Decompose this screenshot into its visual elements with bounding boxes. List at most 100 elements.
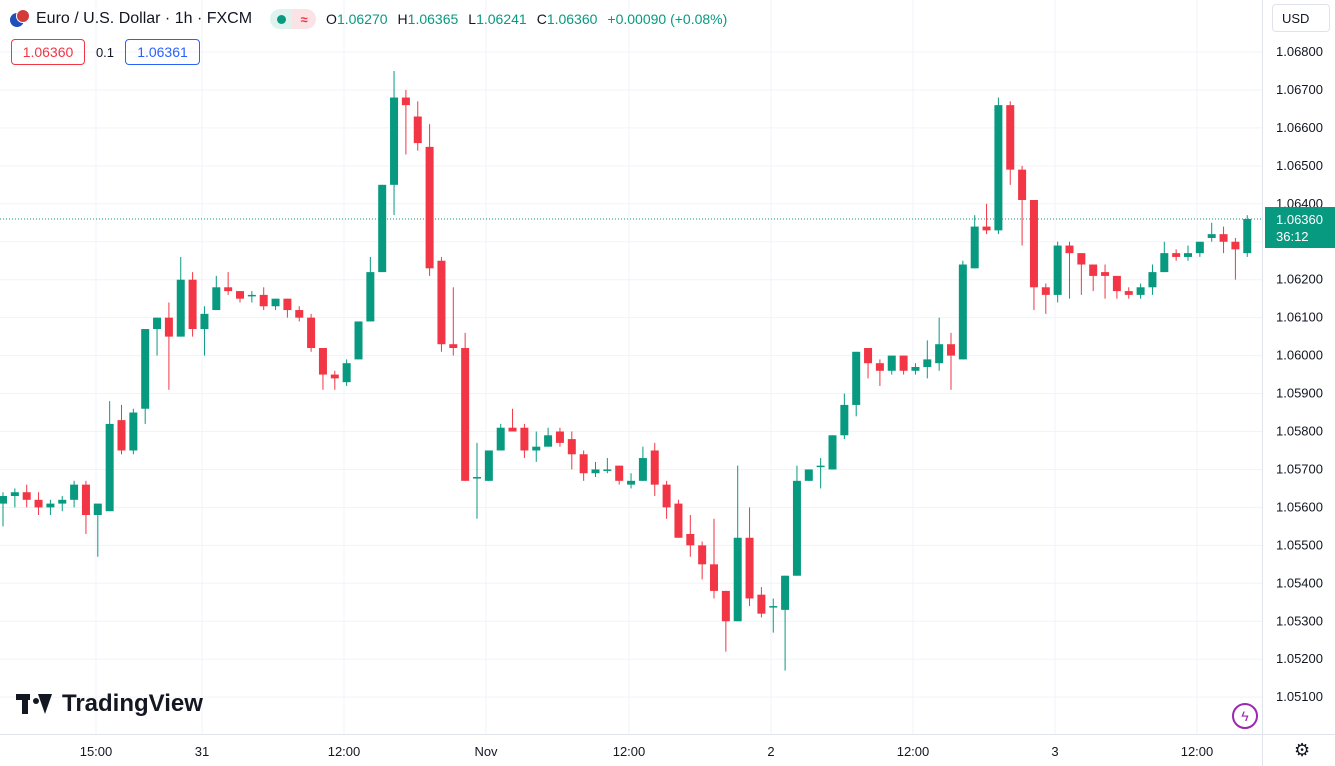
candle-body: [911, 366, 920, 371]
candle-body: [378, 184, 387, 273]
candles: [0, 70, 1252, 671]
candle-up: [247, 291, 256, 303]
candle-body: [970, 226, 979, 269]
x-tick-label: 12:00: [897, 744, 930, 759]
y-tick-label: 1.06500: [1276, 158, 1323, 173]
candle-up: [1148, 264, 1157, 295]
market-status-pill[interactable]: ≈: [270, 9, 317, 29]
flag-icon: [10, 9, 30, 29]
candle-down: [295, 306, 304, 322]
candle-down: [1124, 287, 1133, 299]
candle-body: [1195, 241, 1204, 254]
symbol-title[interactable]: Euro / U.S. Dollar · 1h · FXCM: [36, 10, 253, 27]
candle-up: [781, 575, 790, 671]
candle-up: [532, 431, 541, 462]
candle-up: [638, 446, 647, 481]
sell-button[interactable]: 1.06360: [11, 39, 85, 65]
spread-value: 0.1: [95, 44, 115, 60]
candle-body: [781, 575, 790, 610]
candle-body: [295, 310, 304, 318]
candle-body: [1112, 275, 1121, 292]
candle-up: [342, 359, 351, 386]
candle-up: [816, 458, 825, 489]
candle-body: [1184, 253, 1192, 257]
candle-down: [698, 541, 707, 580]
price-axis[interactable]: 1.068001.067001.066001.065001.064001.063…: [1262, 0, 1324, 766]
settings-icon[interactable]: ⚙: [1294, 740, 1311, 760]
candle-down: [508, 408, 517, 432]
candle-down: [982, 203, 991, 235]
y-tick-label: 1.05500: [1276, 537, 1323, 552]
y-tick-label: 1.05700: [1276, 461, 1323, 476]
ohlc-open-label: O: [326, 11, 337, 27]
candle-body: [828, 435, 837, 470]
x-tick-label: 3: [1051, 744, 1058, 759]
candle-down: [461, 332, 470, 481]
candle-up: [935, 317, 944, 371]
candle-up: [804, 469, 813, 481]
buy-button[interactable]: 1.06361: [125, 39, 200, 65]
candle-down: [579, 450, 588, 481]
chart-grid: [0, 0, 1262, 734]
candle-body: [816, 465, 825, 468]
candle-body: [34, 499, 43, 508]
bar-countdown: 36:12: [1276, 229, 1309, 244]
y-tick-label: 1.06200: [1276, 272, 1323, 287]
currency-button[interactable]: USD: [1272, 4, 1330, 32]
candle-body: [401, 97, 410, 106]
ohlc-readout: O1.06270 H1.06365 L1.06241 C1.06360 +0.0…: [326, 11, 727, 27]
candle-body: [1089, 264, 1098, 276]
candle-body: [153, 317, 162, 330]
candle-body: [1124, 291, 1133, 295]
candle-body: [947, 344, 955, 356]
candle-body: [271, 298, 280, 307]
candle-body: [591, 469, 600, 474]
candle-body: [1006, 105, 1015, 170]
candle-up: [212, 275, 221, 311]
candle-down: [283, 298, 292, 318]
candle-up: [1136, 283, 1145, 299]
candle-up: [970, 215, 979, 269]
candle-down: [259, 287, 268, 311]
candle-up: [840, 393, 849, 440]
market-status-dot-icon: [270, 9, 293, 29]
candle-down: [555, 427, 564, 447]
candle-body: [875, 363, 884, 371]
y-tick-label: 1.05900: [1276, 386, 1323, 401]
y-tick-label: 1.06100: [1276, 310, 1323, 325]
candle-body: [105, 423, 114, 512]
candle-body: [247, 294, 256, 297]
candle-body: [721, 590, 730, 622]
time-axis[interactable]: 15:00 31 12:00 Nov 12:00 2 12:00 3 12:00: [0, 734, 1335, 760]
candle-up: [769, 598, 778, 633]
candle-body: [283, 298, 292, 311]
candle-up: [887, 355, 896, 375]
candle-down: [401, 89, 410, 155]
candle-down: [1029, 200, 1038, 311]
candle-body: [176, 279, 185, 337]
candle-body: [627, 480, 636, 485]
candle-body: [1231, 241, 1240, 250]
candle-body: [686, 533, 695, 546]
candle-up: [378, 184, 387, 273]
candle-down: [449, 287, 458, 356]
candle-body: [330, 374, 339, 379]
candle-body: [1041, 287, 1050, 295]
lightning-icon[interactable]: ϟ: [1232, 703, 1258, 729]
candle-down: [757, 587, 766, 618]
candle-up: [1053, 241, 1062, 303]
ohlc-low-label: L: [468, 11, 477, 27]
candle-up: [1160, 241, 1169, 273]
candle-down: [1065, 241, 1074, 299]
candle-body: [70, 484, 79, 500]
candle-body: [544, 435, 553, 447]
tradingview-logo[interactable]: TradingView: [16, 690, 203, 718]
candle-up: [544, 427, 553, 447]
candle-body: [236, 291, 244, 299]
candle-body: [745, 537, 754, 599]
candle-body: [804, 469, 813, 481]
candle-body: [129, 412, 138, 451]
candle-body: [164, 317, 173, 337]
candle-up: [129, 408, 138, 455]
